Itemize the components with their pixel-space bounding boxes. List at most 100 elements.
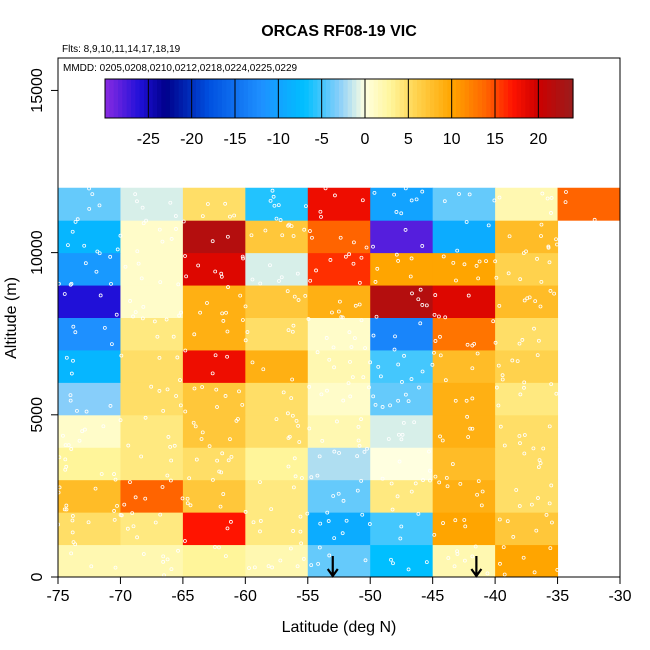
observation-point <box>535 256 539 261</box>
observation-point <box>158 512 163 517</box>
observation-point <box>115 503 119 508</box>
observation-point <box>446 556 451 560</box>
observation-point <box>112 472 116 476</box>
heatmap-cell <box>307 414 371 448</box>
observation-point <box>420 369 425 374</box>
observation-point <box>220 311 225 316</box>
colorbar-swatch <box>235 79 240 118</box>
observation-point <box>371 333 376 338</box>
colorbar-tick-label: 5 <box>404 131 413 148</box>
observation-point <box>330 310 334 315</box>
observation-point <box>251 520 256 525</box>
observation-point <box>555 242 559 247</box>
observation-point <box>286 464 291 469</box>
observation-point <box>86 520 91 525</box>
colorbar-swatch <box>443 79 448 118</box>
observation-point <box>352 336 357 341</box>
observation-point <box>172 443 177 448</box>
observation-point <box>592 217 597 222</box>
observation-point <box>400 380 404 384</box>
observation-point <box>87 206 92 211</box>
observation-point <box>278 558 283 563</box>
colorbar-swatch <box>196 79 201 118</box>
observation-point <box>192 386 197 391</box>
observation-point <box>141 304 146 309</box>
heatmap-cell <box>432 252 496 286</box>
observation-point <box>274 216 279 221</box>
observation-point <box>296 298 301 302</box>
observation-point <box>412 420 417 425</box>
observation-point <box>544 512 549 517</box>
colorbar-tick-label: -10 <box>267 131 290 148</box>
observation-point <box>332 365 336 370</box>
observation-point <box>367 385 371 390</box>
observation-point <box>75 217 80 222</box>
heatmap-cell <box>370 220 434 254</box>
observation-point <box>291 485 296 490</box>
observation-point <box>328 258 333 262</box>
observation-point <box>183 409 188 414</box>
x-tick-label: -45 <box>421 588 444 605</box>
observation-point <box>95 249 100 254</box>
colorbar-swatch <box>308 79 314 118</box>
heatmap-cell <box>58 447 121 481</box>
observation-point <box>432 532 437 537</box>
heatmap-cell <box>495 317 559 351</box>
observation-point <box>258 281 263 286</box>
observation-point <box>514 488 519 492</box>
heatmap-cell <box>245 414 309 448</box>
colorbar-swatch <box>287 79 292 118</box>
observation-point <box>219 271 224 276</box>
observation-point <box>125 526 130 531</box>
observation-point <box>394 252 399 257</box>
observation-point <box>258 519 263 523</box>
heatmap-cell <box>432 349 496 383</box>
observation-point <box>355 454 360 459</box>
observation-point <box>276 203 281 208</box>
colorbar-swatch <box>152 79 158 118</box>
colorbar-swatch <box>239 79 245 118</box>
colorbar-swatch <box>304 79 310 118</box>
observation-point <box>397 459 402 464</box>
observation-point <box>210 371 215 376</box>
colorbar-swatch <box>564 79 570 118</box>
observation-point <box>324 336 329 340</box>
colorbar-swatch <box>508 79 513 118</box>
observation-point <box>348 394 353 399</box>
observation-point <box>136 261 141 266</box>
observation-point <box>211 477 215 482</box>
observation-point <box>161 559 166 564</box>
observation-point <box>438 353 443 358</box>
observation-point <box>174 227 178 231</box>
heatmap-cell <box>182 187 246 221</box>
heatmap-cell <box>245 317 309 351</box>
observation-point <box>141 552 146 556</box>
heatmap-cell <box>432 512 496 546</box>
observation-point <box>346 381 351 386</box>
observation-point <box>406 399 411 404</box>
observation-point <box>436 314 441 319</box>
observation-point <box>155 334 160 339</box>
observation-point <box>205 301 209 305</box>
observation-point <box>63 443 68 447</box>
y-axis: 0 5000 10000 15000 <box>29 68 58 581</box>
colorbar-swatch <box>369 79 375 118</box>
observation-point <box>403 228 408 232</box>
observation-point <box>83 427 87 432</box>
arrow-markers <box>326 556 483 578</box>
heatmap-cell <box>245 544 309 578</box>
x-tick-label: -50 <box>359 588 382 605</box>
observation-point <box>498 424 503 429</box>
observation-point <box>64 507 69 512</box>
observation-point <box>496 403 501 408</box>
observation-point <box>245 330 250 334</box>
colorbar-swatch <box>365 79 370 118</box>
heatmap-cell <box>307 285 371 318</box>
observation-point <box>511 535 516 539</box>
observation-point <box>108 404 113 408</box>
x-axis: -75 -70 -65 -60 -55 -50 -45 -40 -35 -30 <box>46 577 632 605</box>
observation-point <box>399 211 404 216</box>
observation-point <box>157 389 162 393</box>
heatmap-cell <box>182 285 246 318</box>
observation-point <box>280 233 285 238</box>
